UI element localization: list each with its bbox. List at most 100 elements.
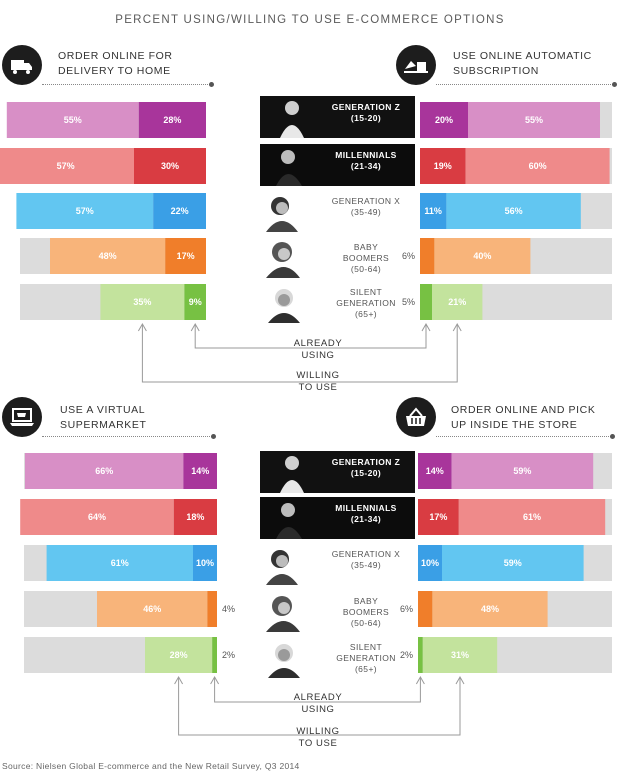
willing-value-label: 35%	[133, 297, 151, 307]
already-value-label: 22%	[171, 206, 189, 216]
already-using-connector-arrow-left	[190, 322, 200, 332]
millennials-label: MILLENNIALS (21-34)	[260, 144, 415, 186]
bar-willing-to-use	[25, 453, 184, 489]
bar-already-using	[420, 148, 466, 184]
already-value-label: 5%	[402, 297, 415, 307]
willing-to-use-connector-arrow-left	[137, 322, 147, 332]
divider-dot	[211, 434, 216, 439]
generation-x-label: GENERATION X (35-49)	[260, 190, 415, 232]
bar-willing-to-use	[465, 148, 610, 184]
panel-title-delivery: ORDER ONLINE FOR DELIVERY TO HOME	[58, 50, 173, 77]
already-value-label: 10%	[196, 558, 214, 568]
already-using-connector	[194, 325, 427, 349]
bar-willing-to-use	[0, 148, 135, 184]
willing-value-label: 56%	[505, 206, 523, 216]
bar-already-using	[420, 102, 468, 138]
bar-already-using	[418, 637, 423, 673]
bar-willing-to-use	[6, 102, 139, 138]
generation-x-label: GENERATION X (35-49)	[260, 543, 415, 585]
panel-divider	[436, 84, 613, 85]
bar-willing-to-use	[145, 637, 213, 673]
willing-value-label: 66%	[95, 466, 113, 476]
panel-divider	[42, 436, 212, 437]
already-value-label: 14%	[191, 466, 209, 476]
already-value-label: 14%	[426, 466, 444, 476]
legend-willing-to-use: WILLING TO USE	[296, 370, 340, 393]
generation-z-label: GENERATION Z (15-20)	[260, 96, 415, 138]
bar-already-using	[183, 453, 217, 489]
already-value-label: 6%	[400, 604, 413, 614]
bar-willing-to-use	[422, 637, 498, 673]
bar-willing-to-use	[97, 591, 208, 627]
willing-value-label: 59%	[513, 466, 531, 476]
bar-already-using	[153, 193, 206, 229]
willing-value-label: 57%	[57, 161, 75, 171]
bar-already-using	[420, 284, 432, 320]
bar-willing-to-use	[442, 545, 584, 581]
willing-value-label: 31%	[451, 650, 469, 660]
bar-already-using	[165, 238, 206, 274]
bar-already-using	[212, 637, 217, 673]
willing-to-use-connector-arrow-right	[452, 322, 462, 332]
chart-title: PERCENT USING/WILLING TO USE E-COMMERCE …	[115, 14, 505, 26]
bar-willing-to-use	[50, 238, 166, 274]
baby-boomers-label: BABY BOOMERS (50-64)	[260, 236, 415, 278]
truck-icon	[2, 45, 42, 85]
divider-dot	[612, 82, 617, 87]
millennials-label: MILLENNIALS (21-34)	[260, 497, 415, 539]
willing-value-label: 57%	[76, 206, 94, 216]
willing-value-label: 46%	[143, 604, 161, 614]
willing-to-use-connector-arrow-right	[455, 675, 465, 685]
laptop-cart-icon	[2, 397, 42, 437]
divider-dot	[610, 434, 615, 439]
already-value-label: 6%	[402, 251, 415, 261]
panel-divider	[42, 84, 210, 85]
bar-already-using	[418, 545, 442, 581]
legend-already-using: ALREADY USING	[293, 338, 343, 361]
bar-willing-to-use	[432, 591, 548, 627]
already-value-label: 4%	[222, 604, 235, 614]
bar-already-using	[420, 193, 447, 229]
basket-pickup-icon	[396, 397, 436, 437]
willing-value-label: 61%	[523, 512, 541, 522]
bar-willing-to-use	[432, 284, 483, 320]
already-value-label: 20%	[435, 115, 453, 125]
subscription-box-icon	[396, 45, 436, 85]
already-using-connector	[214, 678, 421, 703]
bar-already-using	[173, 499, 217, 535]
willing-to-use-connector	[178, 678, 461, 736]
already-value-label: 17%	[429, 512, 447, 522]
willing-to-use-connector-arrow-left	[174, 675, 184, 685]
willing-value-label: 59%	[504, 558, 522, 568]
panel-title-pickup: ORDER ONLINE AND PICK UP INSIDE THE STOR…	[451, 404, 596, 431]
bar-already-using	[418, 453, 452, 489]
willing-value-label: 64%	[88, 512, 106, 522]
already-value-label: 9%	[189, 297, 202, 307]
bar-already-using	[420, 238, 435, 274]
panel-title-virtual-supermarket: USE A VIRTUAL SUPERMARKET	[60, 404, 147, 431]
legend-willing-to-use: WILLING TO USE	[296, 726, 340, 749]
bar-already-using	[134, 148, 206, 184]
already-value-label: 10%	[421, 558, 439, 568]
bar-already-using	[138, 102, 206, 138]
bar-willing-to-use	[458, 499, 606, 535]
already-value-label: 17%	[177, 251, 195, 261]
already-value-label: 2%	[222, 650, 235, 660]
bar-willing-to-use	[451, 453, 594, 489]
legend-already-using: ALREADY USING	[293, 692, 343, 715]
already-value-label: 19%	[434, 161, 452, 171]
bar-already-using	[418, 591, 433, 627]
already-using-connector-arrow-right	[415, 675, 425, 685]
willing-value-label: 48%	[99, 251, 117, 261]
willing-value-label: 21%	[448, 297, 466, 307]
source-note: Source: Nielsen Global E-commerce and th…	[2, 761, 300, 771]
panel-divider	[436, 436, 611, 437]
willing-value-label: 55%	[64, 115, 82, 125]
willing-value-label: 40%	[473, 251, 491, 261]
divider-dot	[209, 82, 214, 87]
already-using-connector-arrow-right	[421, 322, 431, 332]
bar-already-using	[418, 499, 459, 535]
already-value-label: 2%	[400, 650, 413, 660]
willing-value-label: 55%	[525, 115, 543, 125]
